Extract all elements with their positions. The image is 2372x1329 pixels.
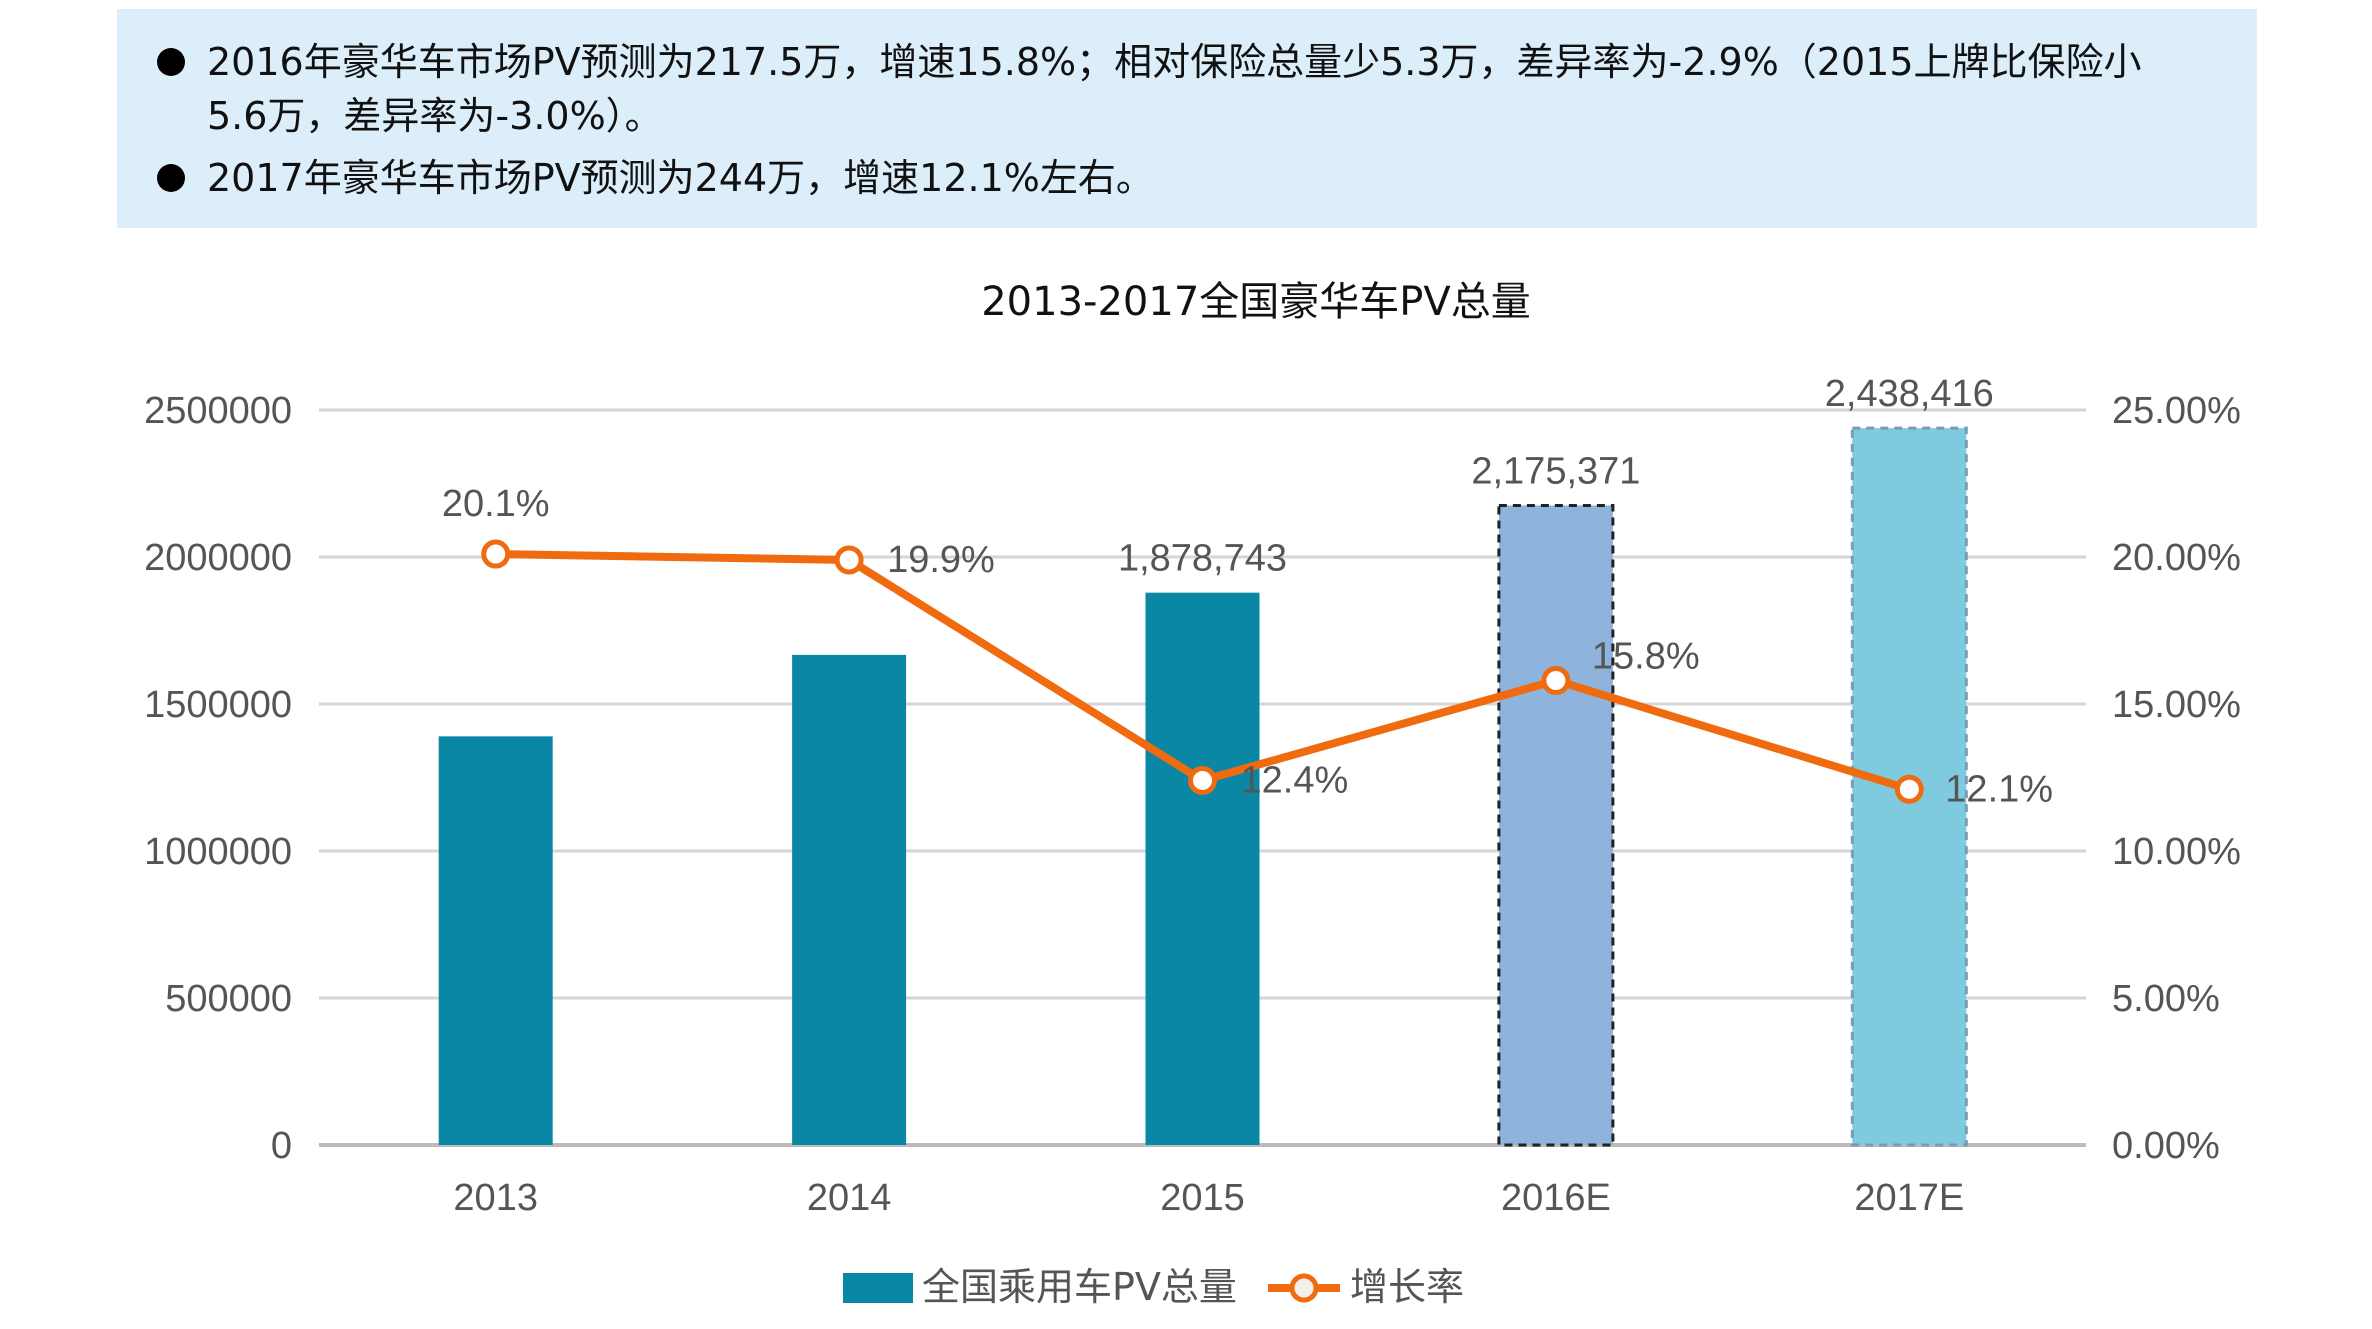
summary-notes: 2016年豪华车市场PV预测为217.5万，增速15.8%；相对保险总量少5.3… [117, 9, 2257, 228]
x-tick-label: 2016E [1501, 1177, 1611, 1219]
bar-2015 [1145, 592, 1260, 1145]
x-tick-label: 2017E [1854, 1177, 1964, 1219]
bar-value-label: 2,438,416 [1825, 373, 1994, 415]
right-tick-label: 20.00% [2112, 537, 2241, 579]
x-tick-label: 2013 [453, 1177, 538, 1219]
note-item: 2016年豪华车市场PV预测为217.5万，增速15.8%；相对保险总量少5.3… [157, 35, 2257, 143]
bullet-icon [157, 164, 185, 192]
chart-title: 2013-2017全国豪华车PV总量 [981, 279, 1531, 325]
bar-2014 [792, 654, 907, 1145]
note-text: 2017年豪华车市场PV预测为244万，增速12.1%左右。 [207, 156, 1154, 200]
left-tick-label: 2000000 [144, 537, 292, 579]
growth-rate-label: 20.1% [442, 483, 550, 525]
legend-line-label: 增长率 [1350, 1265, 1464, 1309]
growth-rate-point [1541, 665, 1571, 695]
left-tick-label: 1500000 [144, 684, 292, 726]
bar-value-label: 2,175,371 [1471, 450, 1640, 492]
right-tick-label: 0.00% [2112, 1125, 2220, 1167]
growth-rate-point [1188, 765, 1217, 795]
left-tick-label: 1000000 [144, 831, 292, 873]
bar-2016E [1497, 503, 1615, 1147]
growth-rate-label: 12.4% [1241, 759, 1349, 801]
growth-rate-label: 19.9% [887, 539, 995, 581]
growth-rate-point [481, 539, 511, 569]
x-tick-label: 2015 [1160, 1177, 1245, 1219]
right-tick-label: 5.00% [2112, 978, 2220, 1020]
x-tick-label: 2014 [807, 1177, 892, 1219]
legend-bar-label: 全国乘用车PV总量 [922, 1265, 1237, 1309]
left-tick-label: 2500000 [144, 390, 292, 432]
legend-bar-swatch [843, 1273, 913, 1303]
growth-rate-label: 15.8% [1592, 635, 1700, 677]
right-tick-label: 10.00% [2112, 831, 2241, 873]
note-text: 2016年豪华车市场PV预测为217.5万，增速15.8%；相对保险总量少5.3… [207, 40, 2142, 138]
growth-rate-point [1894, 774, 1924, 804]
legend: 全国乘用车PV总量 增长率 [843, 1265, 1464, 1309]
right-tick-label: 25.00% [2112, 390, 2241, 432]
right-tick-label: 15.00% [2112, 684, 2241, 726]
legend-line-marker [1289, 1273, 1319, 1303]
growth-rate-point [834, 545, 864, 575]
bar-value-label: 1,878,743 [1118, 538, 1287, 580]
left-tick-label: 500000 [165, 978, 292, 1020]
bar-2013 [438, 736, 553, 1145]
bullet-icon [157, 48, 185, 76]
growth-rate-label: 12.1% [1945, 768, 2053, 810]
note-item: 2017年豪华车市场PV预测为244万，增速12.1%左右。 [157, 151, 2257, 205]
left-tick-label: 0 [271, 1125, 292, 1167]
